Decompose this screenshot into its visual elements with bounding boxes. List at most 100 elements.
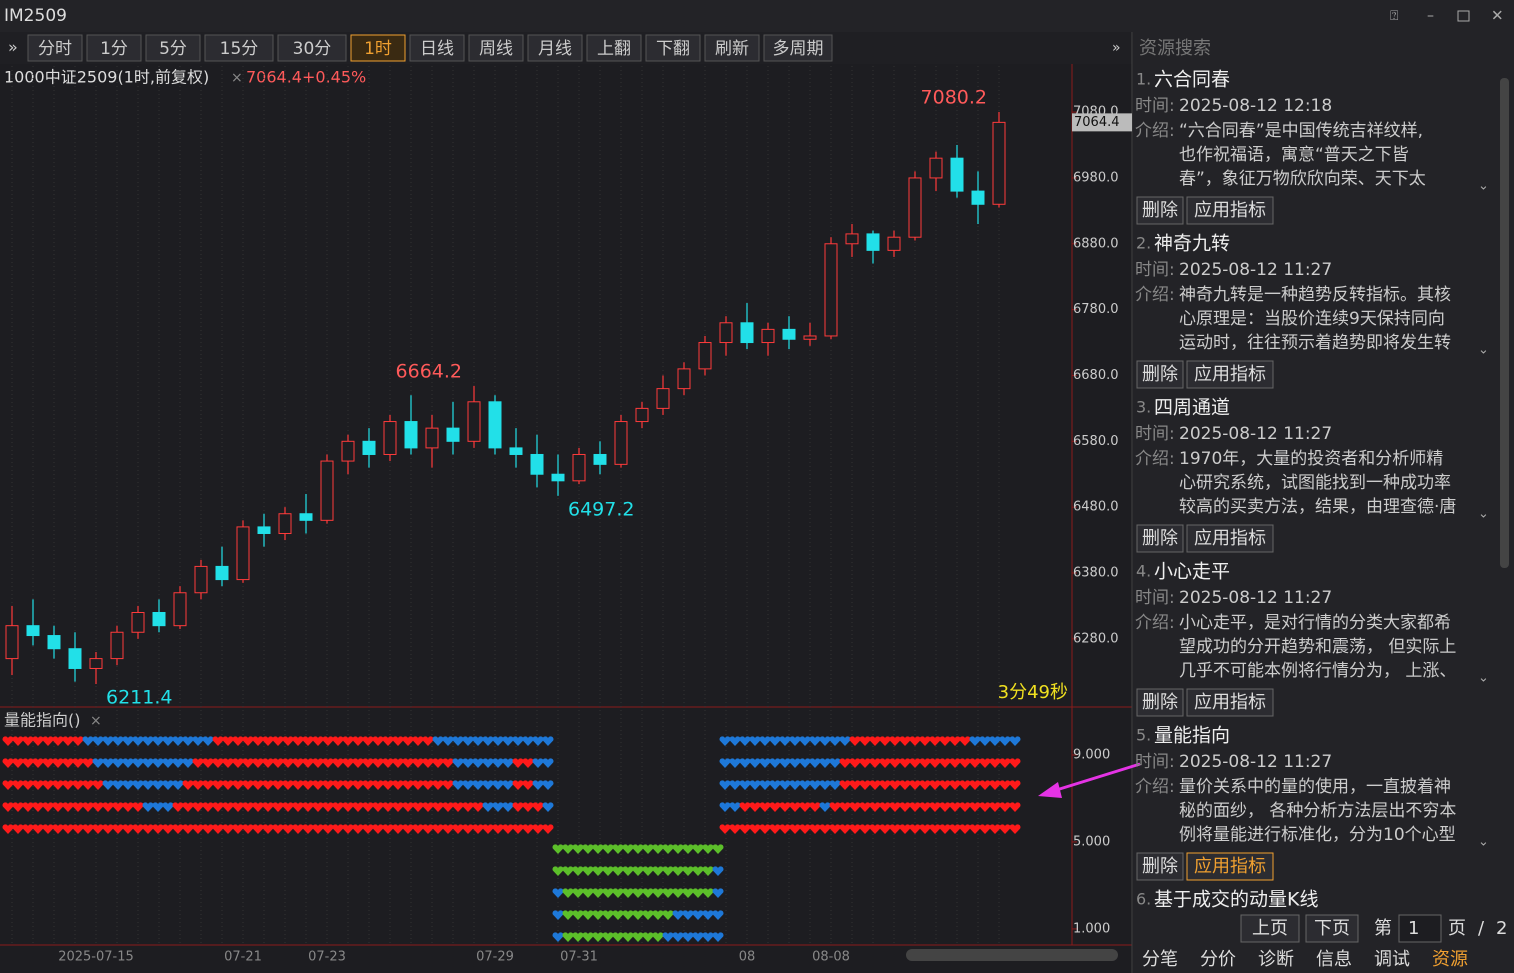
delete-button[interactable] [1136, 688, 1184, 717]
item-index: 5. [1136, 726, 1151, 745]
item-index: 1. [1136, 70, 1151, 89]
y-tick-label: 9.000 [1073, 747, 1110, 762]
panel-title: 资源搜索 [1139, 38, 1211, 59]
bottom-tab[interactable]: 诊断 [1258, 949, 1294, 970]
energy-hearts [182, 780, 454, 790]
prev-button[interactable] [1240, 914, 1300, 943]
energy-hearts [662, 932, 724, 942]
delete-button[interactable] [1136, 360, 1184, 389]
help-icon[interactable]: ⍰ [1390, 8, 1398, 24]
apply-label: 应用指标 [1194, 856, 1266, 877]
bottom-tab[interactable]: 分价 [1200, 949, 1236, 970]
bottom-tab[interactable]: 分笔 [1142, 949, 1178, 970]
item-title: 四周通道 [1154, 397, 1230, 419]
candle-body [803, 335, 817, 340]
bottom-tab[interactable]: 调试 [1374, 949, 1410, 970]
price-annotation: 6211.4 [106, 687, 172, 709]
toolbar-button-label: 刷新 [715, 39, 749, 59]
apply-button[interactable] [1186, 688, 1274, 717]
energy-hearts [562, 932, 664, 942]
toolbar-button[interactable] [350, 34, 406, 62]
page-number: 1 [1408, 918, 1419, 939]
candle-body [299, 513, 313, 521]
x-tick-label: 07-21 [224, 950, 262, 965]
next-label: 下页 [1314, 918, 1350, 939]
expand-arrow[interactable]: ⌄ [1478, 507, 1489, 522]
y-tick-label: 6280.0 [1073, 631, 1119, 646]
toolbar-button[interactable] [645, 34, 701, 62]
candle-body [152, 612, 166, 627]
toolbar-button-label: 日线 [420, 39, 454, 59]
energy-hearts [562, 888, 714, 898]
toolbar-button[interactable] [409, 34, 465, 62]
delete-button[interactable] [1136, 524, 1184, 553]
price-annotation: 7080.2 [921, 86, 987, 108]
item-time: 2025-08-12 11:27 [1179, 752, 1332, 772]
candle-body [236, 526, 250, 581]
close-icon[interactable]: × [231, 70, 243, 86]
expand-icon[interactable]: » [8, 38, 18, 57]
expand-arrow[interactable]: ⌄ [1478, 835, 1489, 850]
price-annotation: 6664.2 [396, 360, 462, 382]
more-icon[interactable]: » [1112, 40, 1121, 56]
intro-label: 介绍: [1135, 449, 1175, 469]
candle-body [530, 453, 544, 475]
y-tick-label: 6780.0 [1073, 302, 1119, 317]
candle-body [950, 157, 964, 192]
energy-hearts [719, 780, 841, 790]
candle-body [635, 407, 649, 423]
apply-button[interactable] [1186, 852, 1274, 881]
close-icon[interactable]: ✕ [1491, 7, 1504, 25]
energy-hearts [829, 802, 1021, 812]
bottom-tab[interactable]: 信息 [1316, 949, 1352, 970]
toolbar-button[interactable] [763, 34, 833, 62]
next-button[interactable] [1305, 914, 1359, 943]
energy-hearts [552, 844, 724, 854]
candle-body [320, 460, 334, 521]
energy-hearts [719, 758, 841, 768]
apply-button[interactable] [1186, 360, 1274, 389]
apply-button[interactable] [1186, 196, 1274, 225]
intro-line: 心原理是：当股价连续9天保持同向 [1179, 309, 1445, 329]
close-icon[interactable]: × [90, 713, 102, 729]
expand-arrow[interactable]: ⌄ [1478, 343, 1489, 358]
intro-line: 小心走平，是对行情的分类大家都希 [1179, 613, 1451, 633]
expand-arrow[interactable]: ⌄ [1478, 671, 1489, 686]
toolbar-button[interactable] [204, 34, 274, 62]
toolbar-button[interactable] [86, 34, 142, 62]
toolbar-button[interactable] [704, 34, 760, 62]
toolbar-button[interactable] [277, 34, 347, 62]
window-title: IM2509 [4, 6, 67, 26]
bottom-tab[interactable]: 资源 [1432, 949, 1468, 970]
candle-body [740, 322, 754, 344]
item-time: 2025-08-12 11:27 [1179, 424, 1332, 444]
countdown: 3分49秒 [998, 682, 1068, 703]
toolbar-button[interactable] [586, 34, 642, 62]
candle-body [467, 401, 481, 442]
energy-hearts [82, 736, 214, 746]
delete-button[interactable] [1136, 196, 1184, 225]
scrollbar[interactable] [906, 949, 1118, 961]
candle-body [656, 388, 670, 409]
time-label: 时间: [1135, 424, 1175, 444]
page-input[interactable] [1398, 914, 1442, 943]
panel-scrollbar[interactable] [1500, 78, 1509, 568]
candle-body [992, 121, 1006, 205]
delete-button[interactable] [1136, 852, 1184, 881]
maximize-icon[interactable] [1457, 10, 1470, 22]
expand-arrow[interactable]: ⌄ [1478, 179, 1489, 194]
apply-button[interactable] [1186, 524, 1274, 553]
toolbar-button[interactable] [527, 34, 583, 62]
toolbar-button[interactable] [27, 34, 83, 62]
candle-body [908, 177, 922, 238]
candle-body [488, 401, 502, 449]
pager-pre: 第 [1374, 918, 1392, 939]
toolbar-button[interactable] [468, 34, 524, 62]
minimize-icon[interactable]: – [1427, 8, 1434, 24]
energy-hearts [562, 910, 674, 920]
toolbar-button[interactable] [145, 34, 201, 62]
candle-body [404, 421, 418, 449]
apply-label: 应用指标 [1194, 364, 1266, 385]
